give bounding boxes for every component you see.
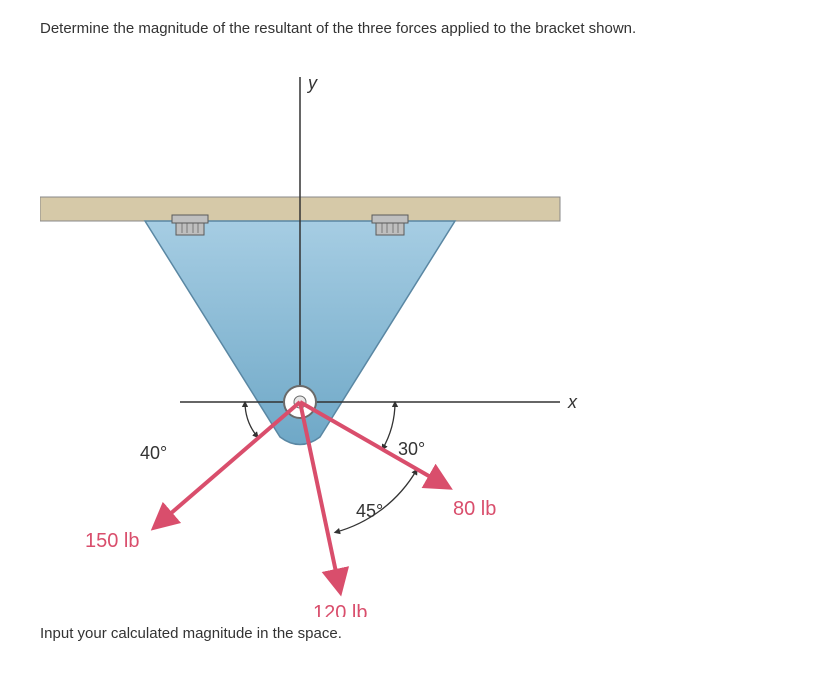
force-diagram: y x 40° 30° 45° 150 lb 120 lb 80 lb [40,57,600,617]
force-label-80: 80 lb [453,498,496,520]
angle-label-45: 45° [356,501,383,521]
x-axis-label: x [567,392,578,412]
problem-statement: Determine the magnitude of the resultant… [40,20,782,37]
angle-label-30: 30° [398,439,425,459]
force-label-150: 150 lb [85,530,140,552]
angle-label-40: 40° [140,443,167,463]
y-axis-label: y [306,73,318,93]
force-label-120: 120 lb [313,602,368,617]
input-instruction: Input your calculated magnitude in the s… [40,625,782,642]
